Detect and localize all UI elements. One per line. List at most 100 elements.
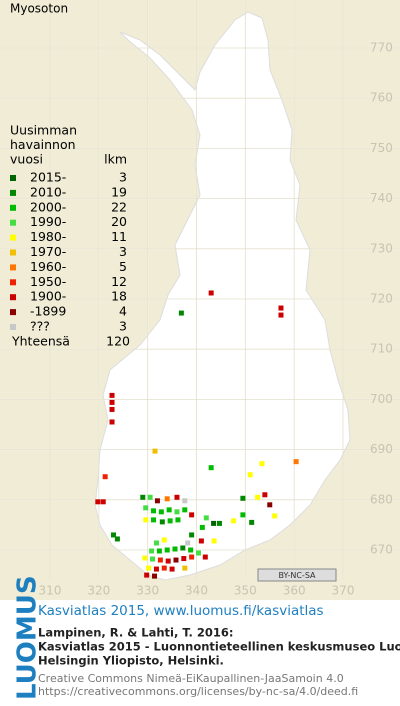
observation	[174, 509, 180, 515]
observation	[147, 494, 153, 500]
observation	[167, 518, 173, 524]
legend-swatch	[10, 204, 16, 211]
observation	[109, 406, 115, 412]
observation	[240, 512, 246, 518]
legend-swatch	[10, 309, 16, 316]
legend-header: Uusimman	[10, 123, 77, 138]
legend-label: 1990-	[30, 214, 66, 229]
legend-count: 4	[119, 304, 127, 319]
observation	[199, 524, 205, 530]
legend-count-header: lkm	[104, 152, 127, 167]
observation	[157, 557, 163, 563]
observation	[142, 555, 148, 561]
x-tick-label: 330	[136, 584, 159, 598]
license: https://creativecommons.org/licenses/by-…	[38, 685, 358, 698]
observation	[153, 566, 159, 572]
legend-swatch	[10, 294, 16, 301]
observation	[278, 305, 284, 311]
observation	[159, 519, 165, 525]
y-tick-label: 750	[370, 141, 393, 155]
observation	[158, 509, 164, 515]
x-tick-label: 320	[87, 584, 110, 598]
observation	[102, 474, 108, 480]
map-title: Myosoton	[10, 2, 68, 16]
x-tick-label: 340	[185, 584, 208, 598]
observation	[182, 498, 188, 504]
license: Creative Commons Nimeä-EiKaupallinen-Jaa…	[38, 672, 344, 685]
y-tick-label: 740	[370, 191, 393, 205]
observation	[262, 492, 268, 498]
observation	[247, 472, 253, 478]
observation	[216, 520, 222, 526]
citation: Helsingin Yliopisto, Helsinki.	[38, 654, 224, 668]
x-tick-label: 360	[283, 584, 306, 598]
legend-swatch	[10, 324, 16, 330]
observation	[150, 556, 156, 562]
observation	[151, 517, 157, 523]
cc-badge	[257, 568, 337, 582]
observation	[198, 538, 204, 544]
observation	[249, 519, 255, 525]
legend-label: 2010-	[30, 184, 66, 199]
legend-header: vuosi	[10, 152, 43, 167]
observation	[185, 540, 191, 546]
observation	[164, 547, 170, 553]
legend-count: 5	[119, 259, 127, 274]
observation	[165, 558, 171, 564]
observation	[211, 520, 217, 526]
legend-swatch	[10, 219, 16, 226]
observation	[278, 312, 284, 318]
observation	[152, 448, 158, 454]
observation	[152, 573, 158, 579]
legend-swatch	[10, 279, 16, 286]
observation	[161, 565, 167, 571]
legend-count: 18	[111, 289, 127, 304]
citation: Kasviatlas 2015 - Luonnontieteellinen ke…	[38, 640, 400, 654]
y-tick-label: 710	[370, 342, 393, 356]
legend-label: -1899	[30, 304, 66, 319]
observation	[149, 548, 155, 554]
observation	[208, 465, 214, 471]
observation	[109, 399, 115, 405]
legend-label: 1950-	[30, 274, 66, 289]
legend-label: 2015-	[30, 170, 66, 185]
legend-label: 1970-	[30, 244, 66, 259]
observation	[189, 512, 195, 518]
observation	[109, 419, 115, 425]
headline: Kasviatlas 2015, www.luomus.fi/kasviatla…	[38, 603, 324, 619]
observation	[151, 508, 157, 514]
legend-swatch	[10, 234, 16, 241]
observation	[259, 461, 265, 467]
legend-count: 12	[111, 274, 127, 289]
legend-label: 1980-	[30, 229, 66, 244]
y-tick-label: 730	[370, 241, 393, 255]
observation	[293, 459, 299, 465]
legend-total: 120	[106, 334, 130, 349]
legend-count: 22	[111, 199, 127, 214]
observation	[166, 507, 172, 513]
observation	[255, 494, 261, 500]
observation	[203, 515, 209, 521]
observation	[146, 565, 152, 571]
observation	[208, 290, 214, 296]
x-tick-label: 370	[332, 584, 355, 598]
legend-total-label: Yhteensä	[11, 334, 70, 349]
observation	[143, 517, 149, 523]
y-tick-label: 690	[370, 442, 393, 456]
legend-count: 3	[119, 319, 127, 334]
observation	[189, 554, 195, 560]
legend-swatch	[10, 175, 16, 181]
observation	[211, 538, 217, 544]
y-tick-label: 670	[370, 543, 393, 557]
y-tick-label: 720	[370, 292, 393, 306]
observation	[164, 496, 170, 502]
observation	[188, 547, 194, 553]
country-outline	[94, 11, 351, 581]
observation	[181, 556, 187, 562]
observation	[109, 392, 115, 398]
observation	[189, 532, 195, 538]
legend-count: 3	[119, 244, 127, 259]
y-tick-label: 760	[370, 91, 393, 105]
observation	[140, 494, 146, 500]
